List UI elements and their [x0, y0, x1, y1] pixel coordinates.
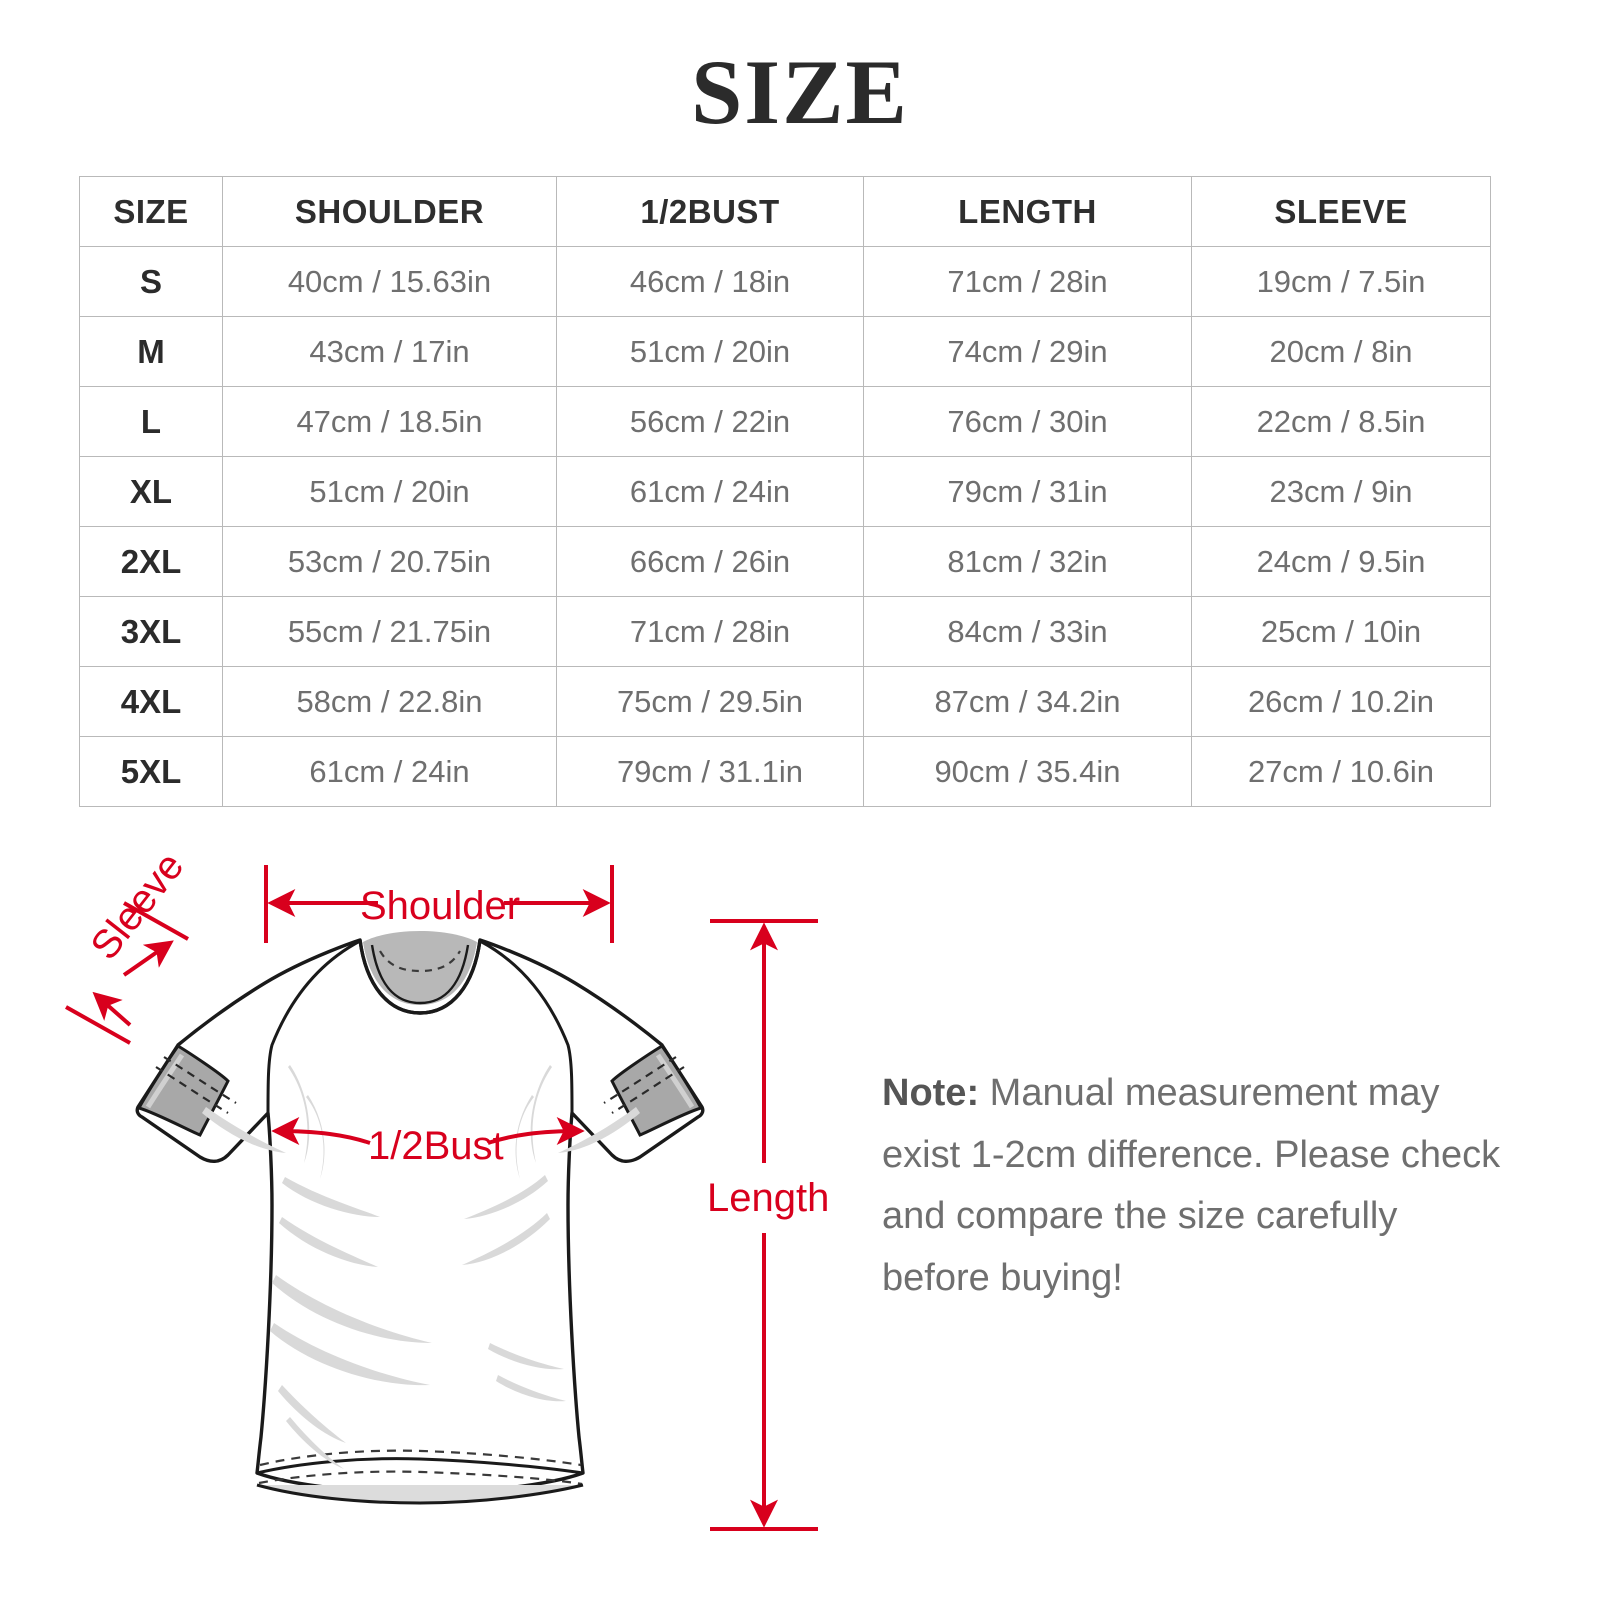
cell-sleeve: 22cm / 8.5in [1191, 386, 1491, 457]
cell-size: S [79, 246, 223, 317]
cell-shoulder: 58cm / 22.8in [222, 666, 557, 737]
cell-bust: 66cm / 26in [556, 526, 864, 597]
cell-shoulder: 53cm / 20.75in [222, 526, 557, 597]
sleeve-cuff-right-stitch-2 [603, 1056, 677, 1104]
bottom-hem-stitch-2 [258, 1470, 583, 1486]
column-header-bust: 1/2BUST [556, 176, 864, 247]
table-row: L 47cm / 18.5in 56cm / 22in 76cm / 30in … [79, 386, 1491, 457]
cell-shoulder: 43cm / 17in [222, 316, 557, 387]
cell-shoulder: 47cm / 18.5in [222, 386, 557, 457]
cell-bust: 61cm / 24in [556, 456, 864, 527]
cell-length: 79cm / 31in [863, 456, 1192, 527]
cell-sleeve: 27cm / 10.6in [1191, 736, 1491, 807]
tshirt-illustration [135, 931, 705, 1505]
cell-shoulder: 51cm / 20in [222, 456, 557, 527]
cell-bust: 46cm / 18in [556, 246, 864, 317]
cell-bust: 71cm / 28in [556, 596, 864, 667]
collar-stitching [379, 950, 461, 973]
cell-length: 87cm / 34.2in [863, 666, 1192, 737]
note-prefix: Note: [882, 1072, 980, 1114]
collar-band-inner [370, 944, 470, 1005]
cell-bust: 79cm / 31.1in [556, 736, 864, 807]
shoulder-seam-left [266, 939, 361, 1114]
cell-length: 90cm / 35.4in [863, 736, 1192, 807]
table-row: XL 51cm / 20in 61cm / 24in 79cm / 31in 2… [79, 456, 1491, 527]
cell-shoulder: 61cm / 24in [222, 736, 557, 807]
cell-length: 84cm / 33in [863, 596, 1192, 667]
cell-sleeve: 26cm / 10.2in [1191, 666, 1491, 737]
tshirt-measurement-diagram [60, 845, 880, 1585]
bottom-hem-edge [256, 1457, 584, 1475]
sleeve-cuff-left-stitch-2 [163, 1056, 237, 1104]
table-row: S 40cm / 15.63in 46cm / 18in 71cm / 28in… [79, 246, 1491, 317]
table-row: 5XL 61cm / 24in 79cm / 31.1in 90cm / 35.… [79, 736, 1491, 807]
cell-size: 2XL [79, 526, 223, 597]
bottom-hem-fold [256, 1483, 584, 1505]
cell-sleeve: 25cm / 10in [1191, 596, 1491, 667]
shoulder-seam-right [479, 939, 574, 1114]
cell-length: 76cm / 30in [863, 386, 1192, 457]
sleeve-measure-arrow [65, 901, 189, 1045]
cell-bust: 75cm / 29.5in [556, 666, 864, 737]
table-row: 2XL 53cm / 20.75in 66cm / 26in 81cm / 32… [79, 526, 1491, 597]
cell-size: 4XL [79, 666, 223, 737]
collar-inner [363, 931, 477, 1005]
cell-size: 5XL [79, 736, 223, 807]
column-header-length: LENGTH [863, 176, 1192, 247]
cell-bust: 56cm / 22in [556, 386, 864, 457]
cell-sleeve: 20cm / 8in [1191, 316, 1491, 387]
bust-measure-arrow [271, 1117, 585, 1146]
sleeve-cuff-left-highlight [145, 1053, 185, 1109]
cell-shoulder: 40cm / 15.63in [222, 246, 557, 317]
sleeve-cuff-right-highlight [655, 1053, 695, 1109]
column-header-size: SIZE [79, 176, 223, 247]
length-measure-arrow [710, 919, 818, 1531]
sleeve-cuff-right-stitch-1 [611, 1066, 685, 1114]
shoulder-measure-arrow [264, 865, 614, 943]
cell-sleeve: 19cm / 7.5in [1191, 246, 1491, 317]
cell-sleeve: 23cm / 9in [1191, 456, 1491, 527]
size-table: SIZE SHOULDER 1/2BUST LENGTH SLEEVE S 40… [79, 176, 1491, 807]
cell-shoulder: 55cm / 21.75in [222, 596, 557, 667]
length-label: Length [707, 1176, 830, 1220]
cell-length: 71cm / 28in [863, 246, 1192, 317]
page-title: SIZE [691, 41, 909, 143]
fabric-wrinkles [202, 1065, 640, 1469]
column-header-sleeve: SLEEVE [1191, 176, 1491, 247]
table-header-row: SIZE SHOULDER 1/2BUST LENGTH SLEEVE [79, 176, 1491, 247]
table-row: 3XL 55cm / 21.75in 71cm / 28in 84cm / 33… [79, 596, 1491, 667]
cell-size: L [79, 386, 223, 457]
cell-bust: 51cm / 20in [556, 316, 864, 387]
column-header-shoulder: SHOULDER [222, 176, 557, 247]
cell-size: M [79, 316, 223, 387]
tshirt-body-outline [135, 938, 705, 1495]
cell-sleeve: 24cm / 9.5in [1191, 526, 1491, 597]
cell-length: 74cm / 29in [863, 316, 1192, 387]
cell-size: XL [79, 456, 223, 527]
bust-label: 1/2Bust [368, 1124, 504, 1168]
shoulder-label: Shoulder [360, 884, 521, 928]
cell-length: 81cm / 32in [863, 526, 1192, 597]
cell-size: 3XL [79, 596, 223, 667]
sleeve-cuff-left-stitch-1 [155, 1066, 229, 1114]
table-row: M 43cm / 17in 51cm / 20in 74cm / 29in 20… [79, 316, 1491, 387]
note-body: Manual measurement may exist 1-2cm diffe… [882, 1072, 1501, 1299]
table-row: 4XL 58cm / 22.8in 75cm / 29.5in 87cm / 3… [79, 666, 1491, 737]
collar-band [358, 939, 482, 1015]
bottom-hem-stitch-1 [259, 1449, 582, 1467]
note-text: Note: Manual measurement may exist 1-2cm… [882, 1063, 1502, 1309]
